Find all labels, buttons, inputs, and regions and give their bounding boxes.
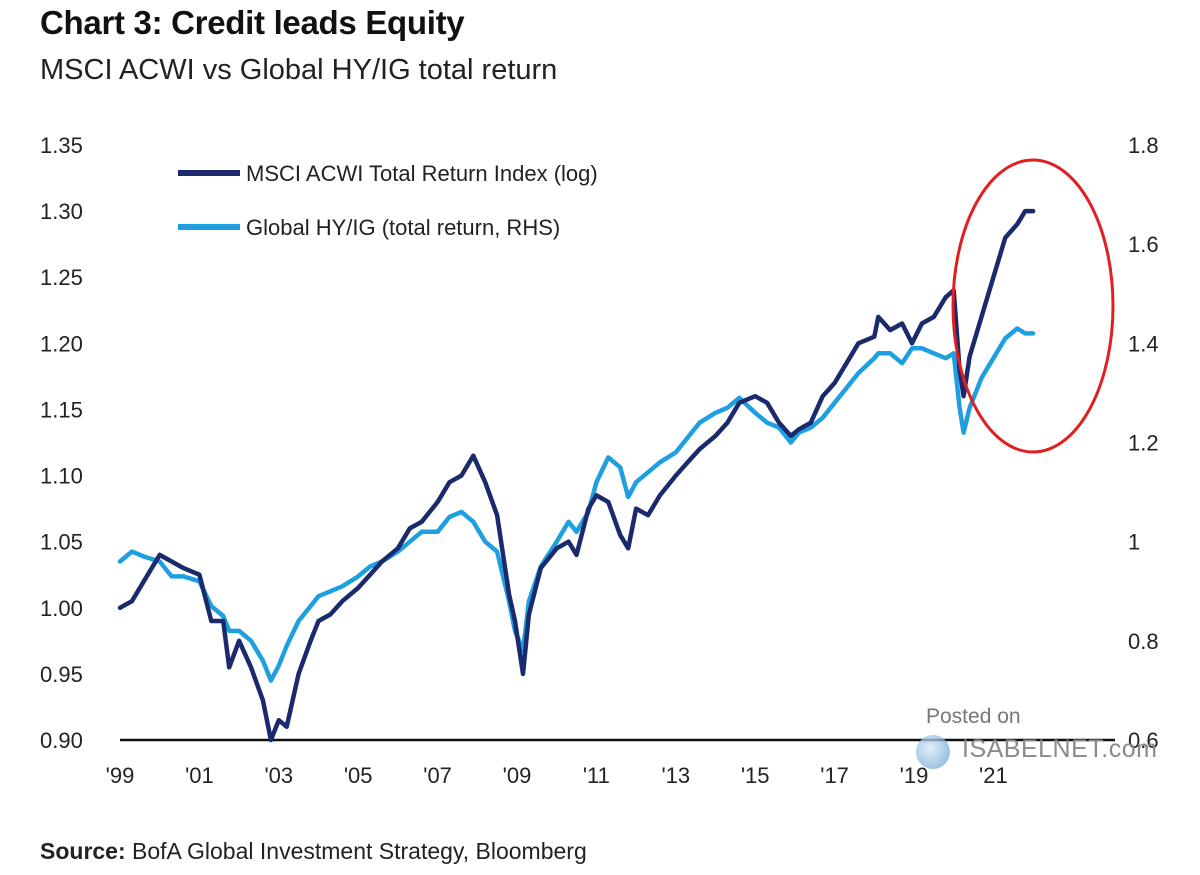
x-tick-label: '21 bbox=[979, 763, 1008, 788]
right-axis-ticks: 1.8 1.6 1.4 1.2 1 0.8 0.6 bbox=[1128, 133, 1159, 753]
x-tick-label: '05 bbox=[344, 763, 373, 788]
legend-label-hyig: Global HY/IG (total return, RHS) bbox=[246, 215, 560, 240]
series-layer bbox=[117, 208, 1036, 743]
left-tick-label: 1.00 bbox=[40, 596, 83, 621]
right-tick-label: 1.4 bbox=[1128, 331, 1159, 356]
left-tick-label: 0.95 bbox=[40, 662, 83, 687]
right-tick-label: 1 bbox=[1128, 530, 1140, 555]
left-tick-label: 1.05 bbox=[40, 530, 83, 555]
x-tick-label: '03 bbox=[264, 763, 293, 788]
source-text: BofA Global Investment Strategy, Bloombe… bbox=[132, 838, 587, 864]
x-tick-label: '99 bbox=[106, 763, 135, 788]
x-tick-label: '01 bbox=[185, 763, 214, 788]
chart-subtitle: MSCI ACWI vs Global HY/IG total return bbox=[40, 54, 558, 86]
series-line-hyig bbox=[117, 326, 1036, 683]
left-tick-label: 1.35 bbox=[40, 133, 83, 158]
chart-title: Chart 3: Credit leads Equity bbox=[40, 4, 465, 41]
left-tick-label: 1.30 bbox=[40, 199, 83, 224]
source-label: Source: bbox=[40, 838, 126, 864]
left-tick-label: 0.90 bbox=[40, 728, 83, 753]
x-tick-label: '07 bbox=[423, 763, 452, 788]
series-line-msci bbox=[117, 208, 1036, 743]
legend: MSCI ACWI Total Return Index (log) Globa… bbox=[178, 161, 598, 240]
right-tick-label: 0.8 bbox=[1128, 629, 1159, 654]
left-tick-label: 1.10 bbox=[40, 464, 83, 489]
x-tick-label: '15 bbox=[741, 763, 770, 788]
x-tick-label: '17 bbox=[820, 763, 849, 788]
left-tick-label: 1.25 bbox=[40, 265, 83, 290]
watermark-site-text: ISABELNET.com bbox=[962, 735, 1158, 763]
x-tick-label: '11 bbox=[583, 763, 610, 788]
x-tick-label: '09 bbox=[503, 763, 532, 788]
right-tick-label: 0.6 bbox=[1128, 728, 1159, 753]
left-axis-ticks: 1.35 1.30 1.25 1.20 1.15 1.10 1.05 1.00 0.95 0.90 bbox=[40, 133, 83, 753]
right-tick-label: 1.6 bbox=[1128, 232, 1159, 257]
legend-label-msci: MSCI ACWI Total Return Index (log) bbox=[246, 161, 598, 186]
highlight-ellipse bbox=[951, 158, 1115, 454]
watermark-posted-text: Posted on bbox=[926, 705, 1021, 728]
x-tick-label: '19 bbox=[900, 763, 929, 788]
x-axis-ticks: '99 '01 '03 '05 '07 '09 '11 '13 '15 '17 '19 '21 bbox=[106, 763, 1008, 788]
right-tick-label: 1.8 bbox=[1128, 133, 1159, 158]
left-tick-label: 1.15 bbox=[40, 397, 83, 422]
right-tick-label: 1.2 bbox=[1128, 431, 1159, 456]
x-tick-label: '13 bbox=[661, 763, 690, 788]
globe-icon bbox=[916, 735, 950, 769]
watermark: Posted on ISABELNET.com bbox=[912, 703, 1192, 773]
source-note: Source: BofA Global Investment Strategy,… bbox=[40, 838, 587, 865]
left-tick-label: 1.20 bbox=[40, 331, 83, 356]
